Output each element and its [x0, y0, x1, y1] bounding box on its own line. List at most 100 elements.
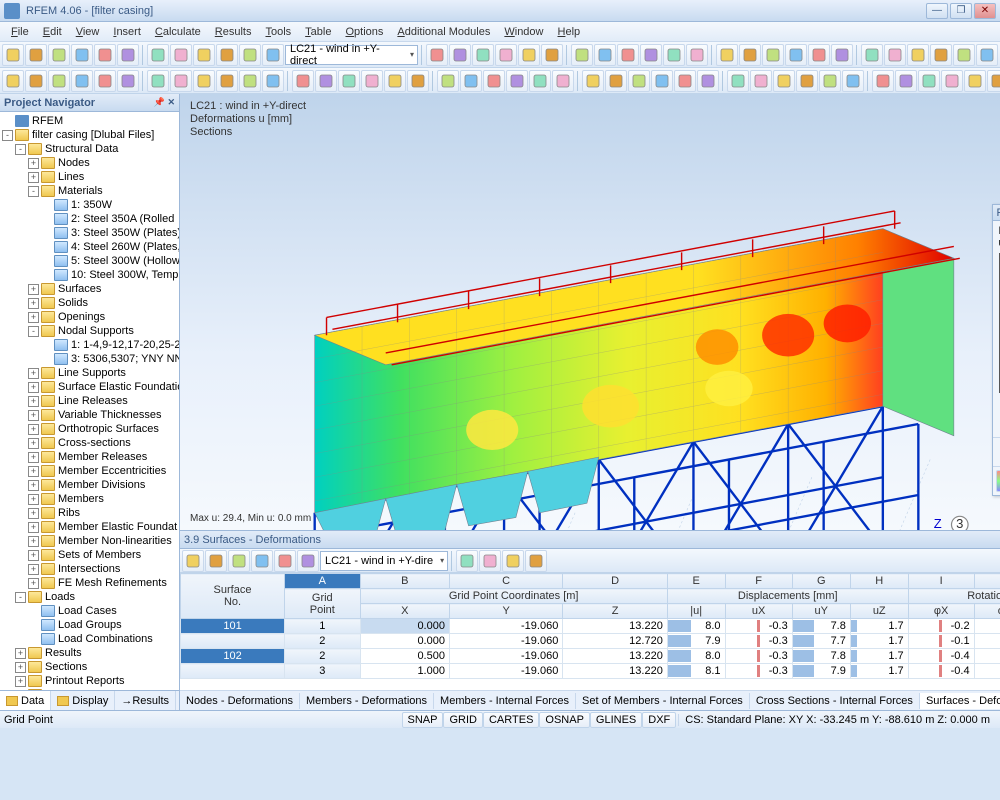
tree-node[interactable]: +Surfaces — [2, 282, 177, 296]
toolbar-button[interactable] — [739, 44, 761, 66]
loadcase-combo[interactable]: LC21 - wind in +Y-direct — [285, 45, 418, 65]
toolbar-button[interactable] — [697, 70, 719, 92]
navigator-tree[interactable]: RFEM-filter casing [Dlubal Files]-Struct… — [0, 112, 179, 690]
tree-node[interactable]: -Materials — [2, 184, 177, 198]
tree-node[interactable]: +Line Releases — [2, 394, 177, 408]
menu-help[interactable]: Help — [551, 24, 588, 40]
toolbar-button[interactable] — [640, 44, 662, 66]
tree-node[interactable]: +Member Eccentricities — [2, 464, 177, 478]
menu-view[interactable]: View — [69, 24, 107, 40]
tree-node[interactable]: 10: Steel 300W, Temp — [2, 268, 177, 282]
status-toggle-grid[interactable]: GRID — [443, 712, 483, 728]
loadcase-combo[interactable]: LC21 - wind in +Y-dire — [320, 551, 448, 571]
toolbar-button[interactable] — [483, 70, 505, 92]
toolbar-button[interactable] — [117, 44, 139, 66]
tree-node[interactable]: +Member Elastic Foundat — [2, 520, 177, 534]
tree-node[interactable]: -Structural Data — [2, 142, 177, 156]
toolbar-button[interactable] — [861, 44, 883, 66]
tree-node[interactable]: +Member Divisions — [2, 478, 177, 492]
toolbar-button[interactable] — [762, 44, 784, 66]
tree-node[interactable]: +Orthotropic Surfaces — [2, 422, 177, 436]
toolbar-button[interactable] — [262, 44, 284, 66]
toolbar-button[interactable] — [170, 44, 192, 66]
result-tab[interactable]: Members - Deformations — [300, 693, 434, 709]
toolbar-button[interactable] — [571, 44, 593, 66]
tree-node[interactable]: +Surface Elastic Foundation — [2, 380, 177, 394]
toolbar-button[interactable] — [987, 70, 1000, 92]
result-tab[interactable]: Nodes - Deformations — [180, 693, 300, 709]
nav-tab-results[interactable]: →Results — [115, 691, 176, 710]
toolbar-button[interactable] — [251, 550, 273, 572]
status-toggle-osnap[interactable]: OSNAP — [539, 712, 590, 728]
result-tab[interactable]: Set of Members - Internal Forces — [576, 693, 750, 709]
menu-calculate[interactable]: Calculate — [148, 24, 208, 40]
toolbar-button[interactable] — [552, 70, 574, 92]
toolbar-button[interactable] — [216, 70, 238, 92]
toolbar-button[interactable] — [2, 70, 24, 92]
minimize-button[interactable]: — — [926, 3, 948, 19]
toolbar-button[interactable] — [297, 550, 319, 572]
menu-edit[interactable]: Edit — [36, 24, 69, 40]
toolbar-button[interactable] — [907, 44, 929, 66]
toolbar-button[interactable] — [182, 550, 204, 572]
toolbar-button[interactable] — [170, 70, 192, 92]
toolbar-button[interactable] — [541, 44, 563, 66]
toolbar-button[interactable] — [628, 70, 650, 92]
tree-node[interactable]: +Nodes — [2, 156, 177, 170]
tree-node[interactable]: 4: Steel 260W (Plates, — [2, 240, 177, 254]
toolbar-button[interactable] — [479, 550, 501, 572]
toolbar-button[interactable] — [274, 550, 296, 572]
toolbar-button[interactable] — [674, 70, 696, 92]
tree-node[interactable]: Load Groups — [2, 618, 177, 632]
menu-insert[interactable]: Insert — [106, 24, 148, 40]
toolbar-button[interactable] — [617, 44, 639, 66]
result-tab[interactable]: Members - Internal Forces — [434, 693, 576, 709]
toolbar-button[interactable] — [193, 44, 215, 66]
tree-node[interactable]: -Nodal Supports — [2, 324, 177, 338]
toolbar-button[interactable] — [953, 44, 975, 66]
toolbar-button[interactable] — [449, 44, 471, 66]
toolbar-button[interactable] — [228, 550, 250, 572]
toolbar-button[interactable] — [262, 70, 284, 92]
toolbar-button[interactable] — [71, 44, 93, 66]
status-toggle-glines[interactable]: GLINES — [590, 712, 642, 728]
toolbar-button[interactable] — [426, 44, 448, 66]
tree-node[interactable]: +Solids — [2, 296, 177, 310]
toolbar-button[interactable] — [193, 70, 215, 92]
tree-node[interactable]: +FE Mesh Refinements — [2, 576, 177, 590]
toolbar-button[interactable] — [48, 70, 70, 92]
toolbar-button[interactable] — [239, 44, 261, 66]
toolbar-button[interactable] — [407, 70, 429, 92]
toolbar-button[interactable] — [529, 70, 551, 92]
toolbar-button[interactable] — [239, 70, 261, 92]
toolbar-button[interactable] — [872, 70, 894, 92]
toolbar-button[interactable] — [94, 70, 116, 92]
toolbar-button[interactable] — [930, 44, 952, 66]
result-tab[interactable]: Surfaces - Deformations — [920, 693, 1000, 709]
toolbar-button[interactable] — [884, 44, 906, 66]
nav-tab-data[interactable]: Data — [0, 691, 51, 710]
toolbar-button[interactable] — [292, 70, 314, 92]
tree-node[interactable]: +Lines — [2, 170, 177, 184]
toolbar-button[interactable] — [495, 44, 517, 66]
toolbar-button[interactable] — [605, 70, 627, 92]
restore-button[interactable]: ❐ — [950, 3, 972, 19]
toolbar-button[interactable] — [25, 70, 47, 92]
status-toggle-cartes[interactable]: CARTES — [483, 712, 539, 728]
toolbar-button[interactable] — [796, 70, 818, 92]
toolbar-button[interactable] — [205, 550, 227, 572]
tree-node[interactable]: +Openings — [2, 310, 177, 324]
menu-table[interactable]: Table — [298, 24, 338, 40]
toolbar-button[interactable] — [750, 70, 772, 92]
toolbar-button[interactable] — [773, 70, 795, 92]
pin-icon[interactable]: 📌 ✕ — [154, 97, 175, 108]
toolbar-button[interactable] — [686, 44, 708, 66]
tree-node[interactable]: +Members — [2, 492, 177, 506]
tree-node[interactable]: RFEM — [2, 114, 177, 128]
toolbar-button[interactable] — [918, 70, 940, 92]
menu-options[interactable]: Options — [338, 24, 390, 40]
result-tab[interactable]: Cross Sections - Internal Forces — [750, 693, 920, 709]
toolbar-button[interactable] — [315, 70, 337, 92]
toolbar-button[interactable] — [361, 70, 383, 92]
toolbar-button[interactable] — [941, 70, 963, 92]
